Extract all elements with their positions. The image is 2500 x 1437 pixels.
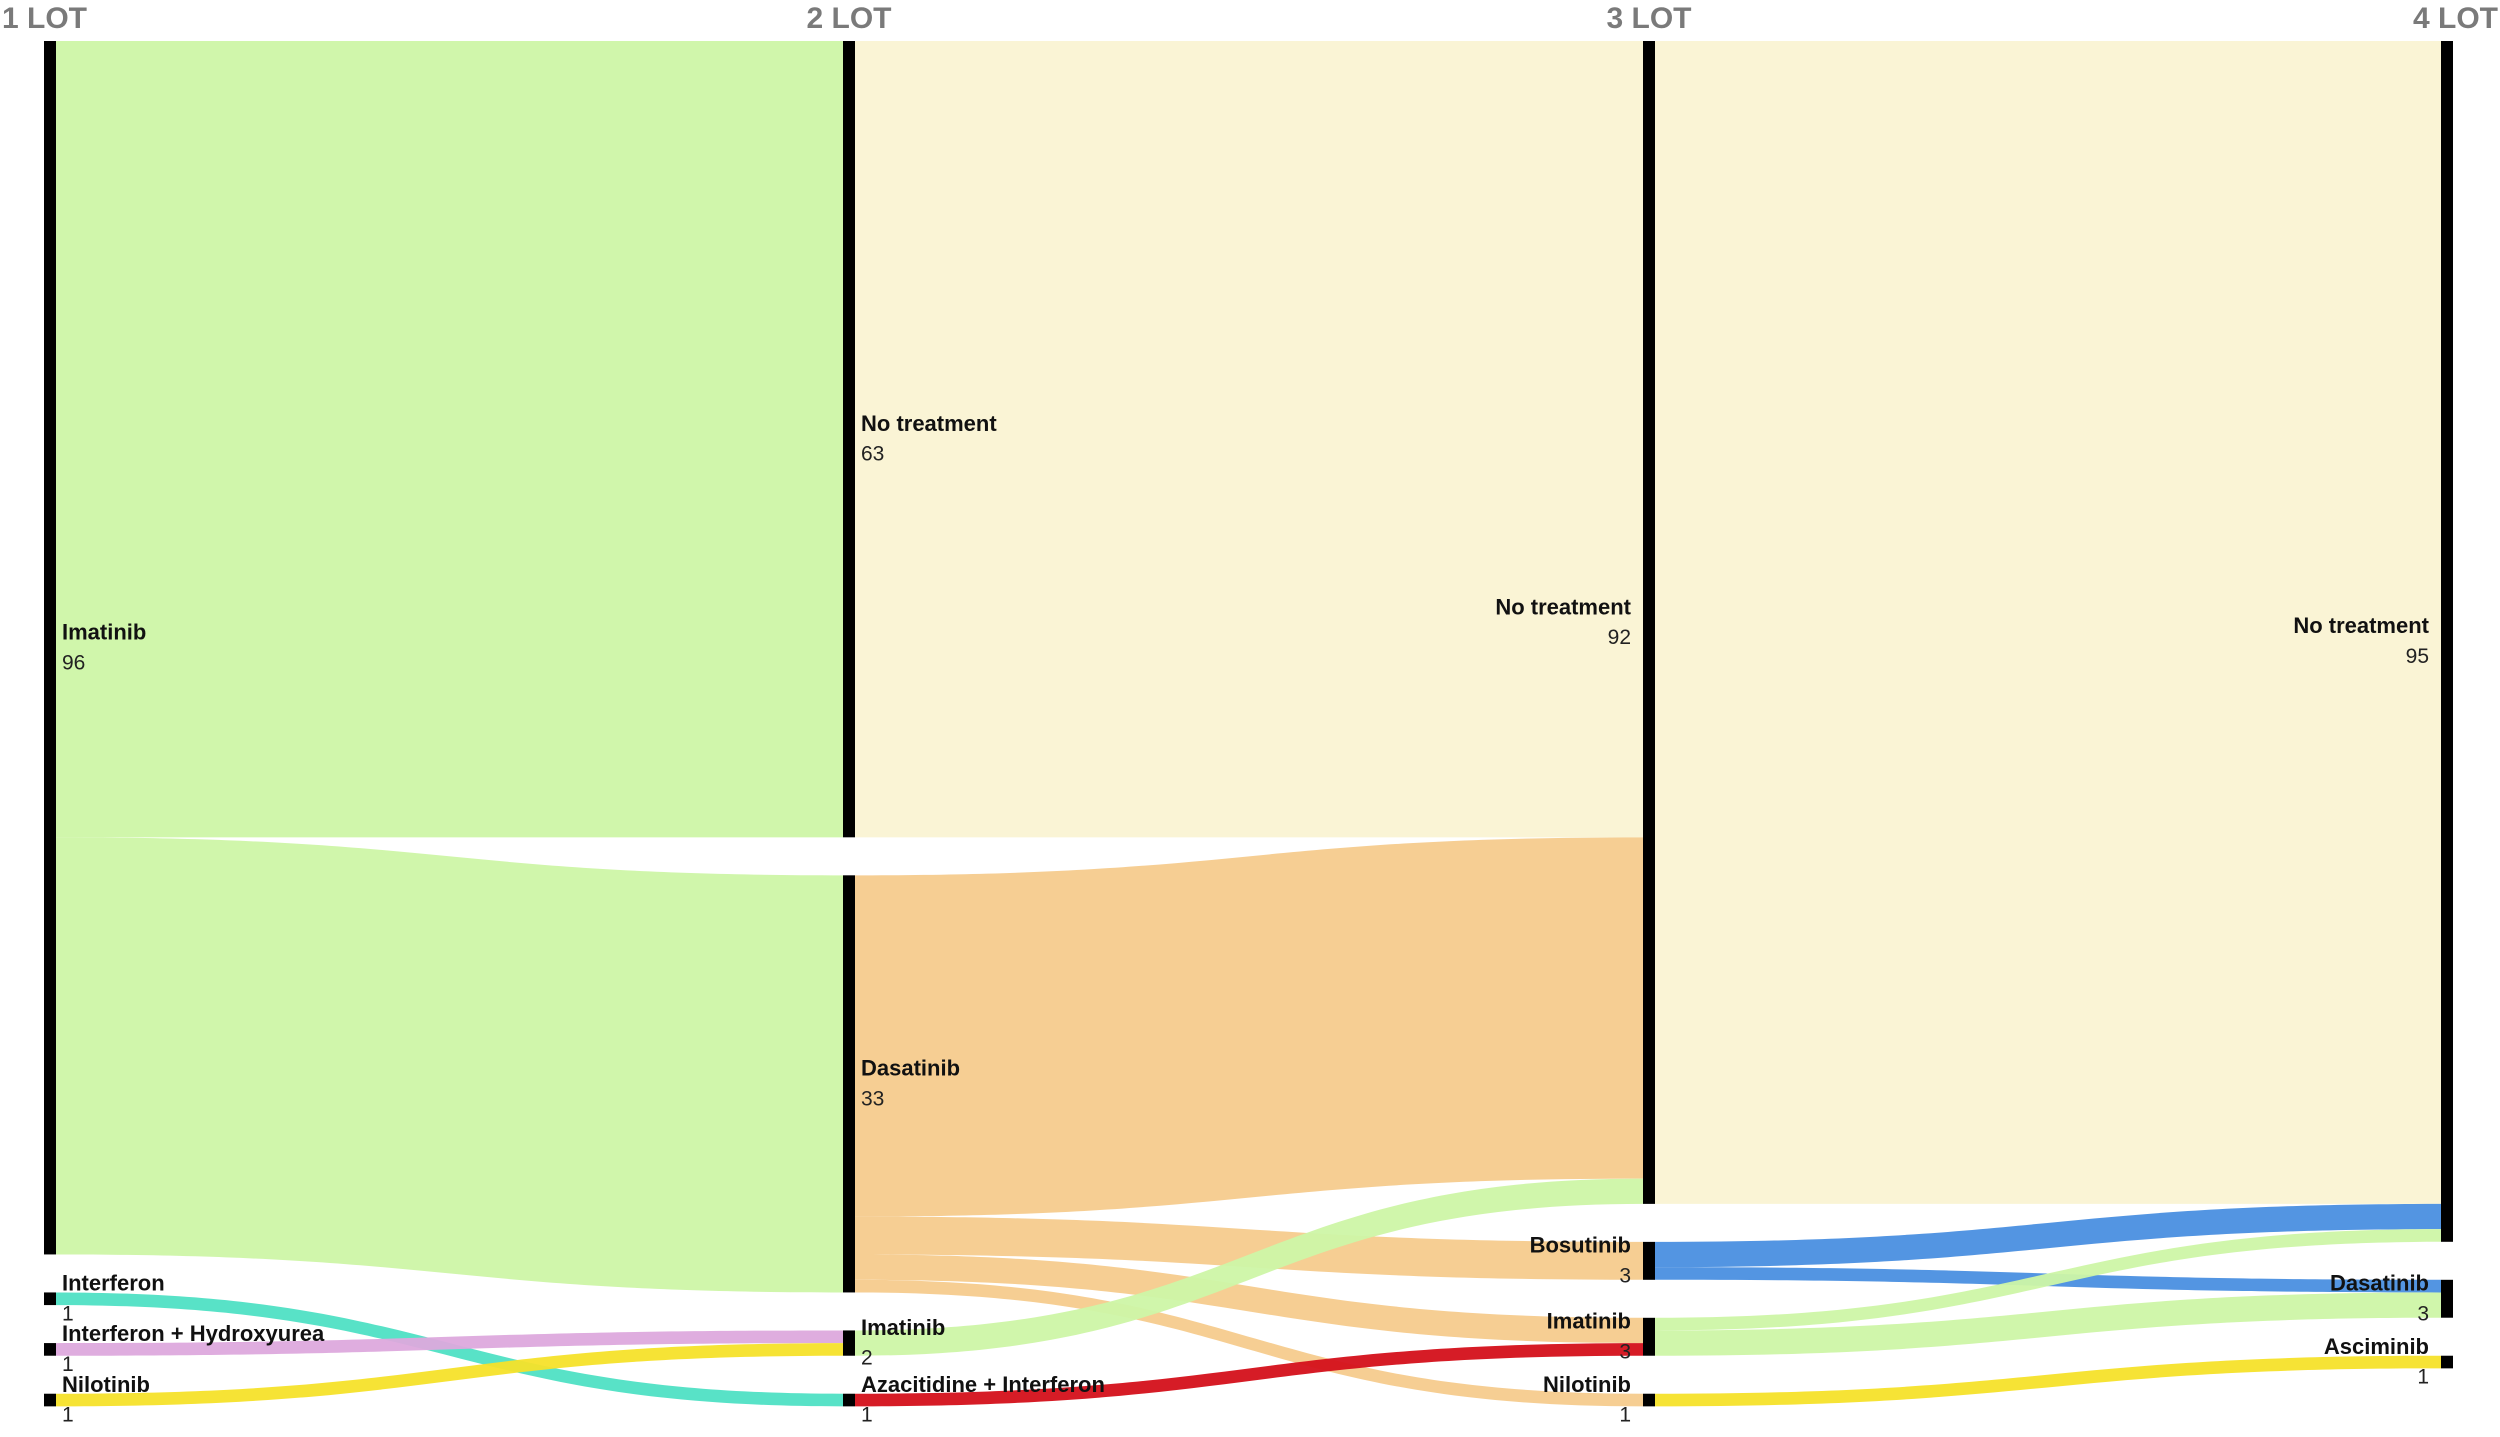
node-name: No treatment [2293, 613, 2429, 638]
flow [56, 837, 843, 1293]
node-name: Nilotinib [62, 1372, 150, 1397]
column-header: 1 LOT [2, 2, 87, 35]
flow [855, 1216, 1643, 1280]
node-value: 3 [1619, 1264, 1631, 1287]
node-value: 92 [1608, 626, 1631, 649]
flow [1655, 1355, 2441, 1407]
node-name: Bosutinib [1530, 1233, 1631, 1258]
node-bar [1643, 1393, 1655, 1407]
node-value: 1 [2417, 1366, 2429, 1389]
node-name: Asciminib [2324, 1334, 2429, 1359]
node-bar [44, 41, 56, 1255]
flow [855, 1254, 1643, 1344]
node-value: 96 [62, 651, 85, 674]
node-bar [1643, 41, 1655, 1204]
flow [855, 837, 1643, 1217]
node-value: 1 [62, 1353, 74, 1376]
flow [855, 41, 1643, 838]
flow [855, 1178, 1643, 1356]
node-bar [44, 1292, 56, 1306]
flow [1655, 1292, 2441, 1356]
node-value: 1 [62, 1404, 74, 1427]
flow [1655, 1229, 2441, 1331]
node-bar [44, 1393, 56, 1407]
node-value: 1 [1619, 1404, 1631, 1427]
node-value: 63 [861, 443, 884, 466]
node-name: Interferon [62, 1271, 165, 1296]
node-name: Dasatinib [2330, 1271, 2429, 1296]
column-header: 3 LOT [1606, 2, 1691, 35]
flow [56, 1343, 843, 1407]
node-value: 1 [861, 1404, 873, 1427]
column-header: 4 LOT [2413, 2, 2498, 35]
node-value: 3 [1619, 1340, 1631, 1363]
node-bar [2441, 1279, 2453, 1318]
node-value: 3 [2417, 1302, 2429, 1325]
flow [56, 1330, 843, 1356]
node-bar [44, 1343, 56, 1356]
node-bar [2441, 1355, 2453, 1369]
flow [855, 1343, 1643, 1407]
node-bar [1643, 1317, 1655, 1356]
node-name: No treatment [1495, 594, 1631, 619]
node-name: Imatinib [62, 620, 146, 645]
flow [855, 1279, 1643, 1407]
node-name: Interferon + Hydroxyurea [62, 1321, 325, 1346]
node-bar [843, 1330, 855, 1356]
column-header: 2 LOT [806, 2, 891, 35]
flow [1655, 1203, 2441, 1268]
node-bar [843, 1393, 855, 1407]
node-bar [1643, 1241, 1655, 1280]
node-bar [2441, 41, 2453, 1242]
nodes [44, 41, 2453, 1407]
node-value: 2 [861, 1347, 873, 1370]
node-bar [843, 875, 855, 1293]
node-name: Dasatinib [861, 1056, 960, 1081]
node-name: Nilotinib [1543, 1372, 1631, 1397]
flow [56, 41, 843, 838]
node-bar [843, 41, 855, 838]
node-name: Imatinib [1547, 1309, 1631, 1334]
node-name: No treatment [861, 411, 997, 436]
node-value: 33 [861, 1087, 884, 1110]
node-name: Imatinib [861, 1315, 945, 1340]
node-value: 95 [2406, 645, 2429, 668]
links [56, 41, 2441, 1407]
flow [1655, 41, 2441, 1204]
node-value: 1 [62, 1302, 74, 1325]
node-name: Azacitidine + Interferon [861, 1372, 1105, 1397]
